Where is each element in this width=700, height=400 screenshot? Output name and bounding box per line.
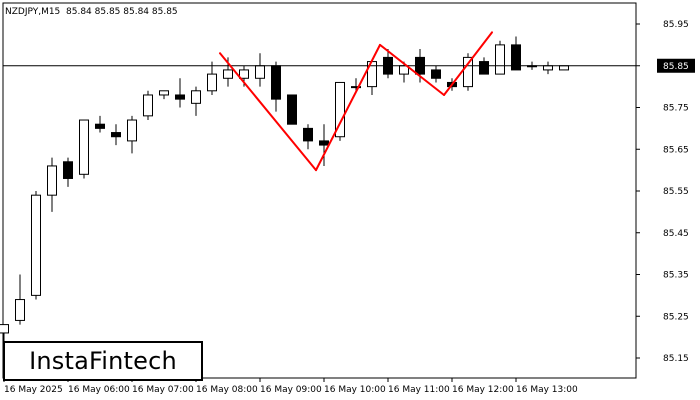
candle (303, 124, 313, 150)
candle (63, 157, 73, 187)
candle-body-bullish (223, 69, 233, 79)
pattern-line (219, 52, 317, 172)
candle-body-bullish (191, 90, 201, 104)
price-tick-label: 85.15 (663, 354, 689, 364)
double-top-pattern (219, 31, 493, 172)
candle-body-bullish (463, 56, 473, 88)
candle (335, 81, 345, 141)
price-tick-label: 85.25 (663, 312, 689, 322)
time-tick-label: 16 May 11:00 (388, 385, 450, 395)
current-price-label: 85.85 (663, 62, 689, 72)
candle-body-bearish (271, 65, 281, 100)
candle-body-bearish (319, 140, 329, 146)
price-tick-label: 85.55 (663, 187, 689, 197)
candle-body-bearish (303, 127, 313, 142)
pattern-line (315, 43, 381, 172)
price-tick-label: 85.65 (663, 145, 689, 155)
candle-body-bullish (47, 165, 57, 196)
candle-body-bullish (543, 65, 553, 71)
candle (15, 274, 25, 325)
time-tick-label: 16 May 2025 (4, 385, 63, 395)
ohlc-values: 85.84 85.85 85.84 85.85 (66, 7, 178, 17)
time-tick-label: 16 May 08:00 (196, 385, 258, 395)
candle (495, 40, 505, 75)
candle-body-bearish (63, 161, 73, 179)
symbol-timeframe: NZDJPY,M15 (5, 7, 60, 17)
candle-body-bullish (159, 90, 169, 96)
pattern-line (379, 43, 445, 96)
instafintech-logo: InstaFintech (3, 341, 203, 381)
candle-body-bearish (95, 123, 105, 129)
candle-body-bullish (335, 81, 345, 138)
price-tick-label: 85.95 (663, 20, 689, 30)
candle (319, 124, 329, 166)
candle (351, 78, 361, 91)
price-tick-label: 85.45 (663, 229, 689, 239)
logo-text: InstaFintech (29, 347, 177, 375)
candle-body-bearish (175, 94, 185, 100)
price-tick-label: 85.35 (663, 271, 689, 281)
candle-body-bullish (207, 73, 217, 92)
candle (127, 115, 137, 154)
candle (431, 65, 441, 83)
time-tick-label: 16 May 09:00 (260, 385, 322, 395)
candle (159, 90, 169, 100)
plot-area (2, 2, 637, 379)
candle-body-bearish (431, 69, 441, 79)
candle (31, 191, 41, 300)
candle (463, 53, 473, 91)
candle-body-bullish (127, 119, 137, 142)
candle (79, 119, 89, 179)
candle-body-bullish (495, 44, 505, 75)
time-tick-label: 16 May 10:00 (324, 385, 386, 395)
candle (47, 157, 57, 212)
candle-body-bearish (511, 44, 521, 71)
candle-body-bearish (479, 61, 489, 75)
candle (111, 124, 121, 146)
current-price-badge: 85.85 (657, 58, 695, 73)
time-tick-label: 16 May 07:00 (132, 385, 194, 395)
candle-body-bullish (79, 119, 89, 175)
candle-body-bearish (287, 94, 297, 125)
candle (559, 65, 569, 71)
candle-body-bullish (351, 86, 361, 89)
time-tick-label: 16 May 12:00 (452, 385, 514, 395)
chart-header: NZDJPY,M15 85.84 85.85 85.84 85.85 (5, 7, 178, 17)
candle (143, 90, 153, 121)
candle (95, 115, 105, 133)
candle (511, 36, 521, 71)
candle-body-bullish (239, 69, 249, 79)
candle-body-bullish (15, 299, 25, 321)
candle-body-bullish (0, 324, 9, 334)
candle (0, 324, 9, 342)
candle-body-bullish (559, 65, 569, 71)
time-axis: 16 May 2025 16 May 06:00 16 May 07:00 16 Ma… (3, 378, 578, 395)
candle-body-bearish (111, 132, 121, 138)
pattern-line (443, 31, 493, 96)
candle-body-bullish (143, 94, 153, 117)
time-tick-label: 16 May 06:00 (68, 385, 130, 395)
candle (287, 94, 297, 125)
candle (207, 61, 217, 95)
candle-body-bullish (255, 65, 265, 79)
candle (175, 78, 185, 108)
candle-body-bullish (31, 194, 41, 296)
time-tick-label: 16 May 13:00 (516, 385, 578, 395)
candle (191, 86, 201, 116)
price-tick-label: 85.75 (663, 104, 689, 114)
